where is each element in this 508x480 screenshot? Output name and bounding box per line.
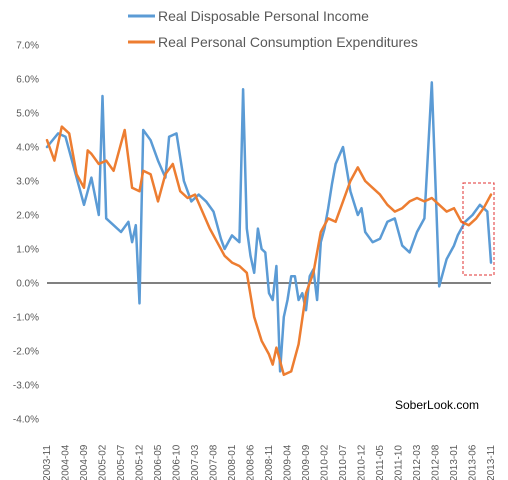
- watermark: SoberLook.com: [395, 398, 479, 412]
- x-tick-label: 2006-05: [153, 444, 164, 480]
- x-tick-label: 2008-01: [227, 444, 238, 480]
- x-tick-label: 2012-03: [412, 444, 423, 480]
- series-layer: [45, 81, 493, 377]
- series-line-consumption: [45, 125, 493, 377]
- x-tick-label: 2006-10: [172, 444, 183, 480]
- x-tick-label: 2013-06: [468, 444, 479, 480]
- y-tick-label: -1.0%: [13, 313, 39, 324]
- x-tick-label: 2011-10: [394, 445, 405, 480]
- y-tick-label: 3.0%: [16, 177, 39, 188]
- y-tick-label: 1.0%: [16, 245, 39, 256]
- legend-label-income: Real Disposable Personal Income: [158, 8, 369, 24]
- x-tick-label: 2010-02: [320, 444, 331, 480]
- x-tick-label: 2007-08: [209, 444, 220, 480]
- y-tick-label: 4.0%: [16, 143, 39, 154]
- x-tick-label: 2009-09: [301, 444, 312, 480]
- x-tick-label: 2008-11: [264, 445, 275, 480]
- x-tick-label: 2005-07: [116, 444, 127, 480]
- series-line-income: [45, 81, 493, 373]
- x-tick-label: 2009-04: [283, 444, 294, 480]
- legend-label-consumption: Real Personal Consumption Expenditures: [158, 34, 418, 50]
- x-tick-label: 2013-01: [449, 444, 460, 480]
- x-tick-label: 2005-02: [98, 444, 109, 480]
- x-tick-label: 2003-11: [42, 445, 53, 480]
- y-tick-label: 0.0%: [16, 279, 39, 290]
- y-tick-label: -4.0%: [13, 415, 39, 426]
- y-tick-label: 6.0%: [16, 75, 39, 86]
- x-tick-label: 2011-05: [375, 445, 386, 480]
- y-axis: 7.0% 6.0% 5.0% 4.0% 3.0% 2.0% 1.0% 0.0% -1.0% -2.…: [13, 41, 39, 426]
- x-tick-label: 2010-07: [338, 444, 349, 480]
- y-tick-label: -3.0%: [13, 381, 39, 392]
- highlight-box: [462, 182, 495, 276]
- x-tick-label: 2013-11: [486, 445, 497, 480]
- x-axis: 2003-11 2004-04 2004-09 2005-02 2005-07 2005-…: [42, 444, 497, 480]
- legend: Real Disposable Personal Income Real Per…: [128, 8, 418, 50]
- x-tick-label: 2007-03: [190, 444, 201, 480]
- x-tick-label: 2005-12: [135, 444, 146, 480]
- y-tick-label: 7.0%: [16, 41, 39, 52]
- x-tick-label: 2008-06: [246, 444, 257, 480]
- y-tick-label: 2.0%: [16, 211, 39, 222]
- x-tick-label: 2004-09: [79, 444, 90, 480]
- x-tick-label: 2004-04: [61, 444, 72, 480]
- x-tick-label: 2010-12: [357, 444, 368, 480]
- y-tick-label: 5.0%: [16, 109, 39, 120]
- y-tick-label: -2.0%: [13, 347, 39, 358]
- x-tick-label: 2012-08: [431, 444, 442, 480]
